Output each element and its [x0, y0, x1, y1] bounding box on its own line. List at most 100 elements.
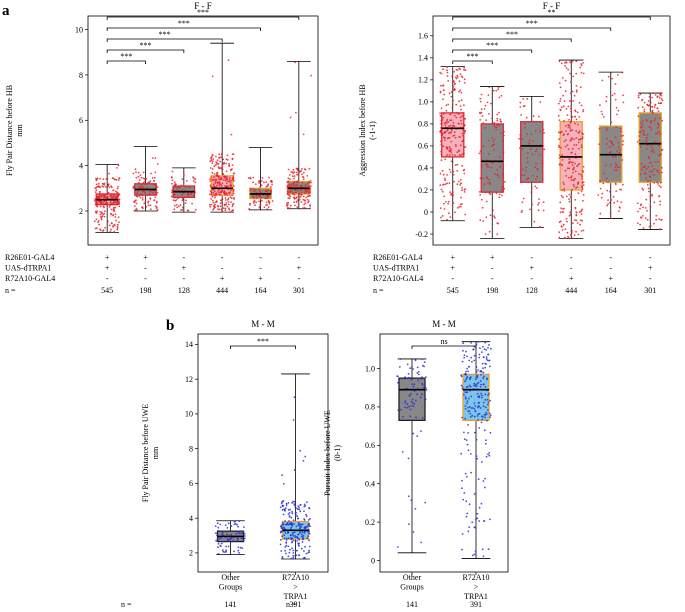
data-point [648, 125, 650, 128]
data-point [136, 209, 138, 211]
data-point [463, 431, 465, 434]
data-point [289, 178, 291, 181]
data-point [539, 101, 542, 103]
data-point [648, 225, 651, 228]
data-points [209, 59, 236, 214]
data-point [561, 211, 564, 213]
data-point [287, 531, 289, 534]
data-point [452, 85, 455, 88]
data-point [644, 217, 647, 220]
data-point [487, 409, 489, 411]
data-point [170, 195, 173, 198]
data-point [582, 72, 585, 75]
data-point [469, 453, 472, 455]
data-point [572, 183, 575, 186]
data-point [289, 204, 292, 207]
data-point [475, 385, 478, 388]
data-point [575, 90, 578, 93]
data-point [175, 204, 178, 206]
data-point [404, 377, 406, 380]
data-point [215, 155, 217, 158]
data-point [602, 116, 605, 118]
data-point [226, 154, 229, 157]
data-point [298, 506, 300, 509]
data-point [226, 194, 228, 197]
significance-label: *** [257, 337, 269, 346]
data-point [142, 177, 145, 180]
data-point [615, 190, 618, 193]
data-point [474, 518, 477, 521]
data-point [484, 442, 487, 445]
genotype-row-label: R72A10-GAL4 [373, 274, 423, 283]
data-point [291, 541, 294, 543]
data-point [107, 197, 110, 200]
bracket-line [452, 38, 572, 42]
data-point [464, 213, 467, 216]
data-point [304, 186, 307, 188]
data-point [579, 137, 582, 140]
data-point [227, 522, 230, 525]
genotype-mark: - [530, 253, 533, 262]
y-axis-unit: (-1-1) [368, 121, 377, 140]
data-point [443, 93, 446, 96]
data-point [582, 229, 585, 232]
data-point [154, 171, 157, 174]
data-point [217, 175, 220, 178]
data-point [219, 160, 222, 163]
data-point [113, 193, 116, 196]
data-point [255, 197, 258, 200]
genotype-row-label: UAS-dTRPA1 [373, 264, 419, 273]
data-point [302, 198, 305, 201]
data-point [501, 186, 503, 189]
data-point [440, 84, 442, 87]
data-point [413, 390, 416, 392]
data-point [488, 344, 490, 346]
data-point [653, 119, 656, 122]
data-point [486, 419, 488, 422]
data-point [647, 166, 650, 168]
plot-frame [87, 15, 319, 246]
bracket-line [106, 38, 223, 42]
data-point [109, 230, 112, 233]
data-point [291, 524, 294, 527]
data-point [227, 197, 230, 200]
data-point [569, 107, 572, 110]
data-point [607, 203, 609, 205]
data-point [292, 555, 295, 557]
data-point [249, 203, 251, 206]
data-point [102, 213, 105, 216]
data-point [460, 487, 463, 490]
data-point [443, 202, 445, 205]
data-point [254, 188, 257, 191]
data-point [497, 222, 500, 225]
data-point [484, 416, 486, 419]
data-point [409, 415, 412, 418]
data-point [569, 100, 571, 102]
data-point [398, 366, 401, 368]
data-point [622, 140, 625, 143]
data-point [171, 191, 173, 194]
data-point [440, 188, 443, 191]
data-point [455, 68, 458, 71]
box-group [286, 60, 312, 210]
data-point [470, 342, 472, 344]
data-point [442, 173, 445, 176]
data-point [293, 500, 296, 503]
data-point [458, 113, 460, 115]
genotype-mark: + [529, 264, 534, 273]
data-point [461, 360, 464, 363]
genotype-mark: + [648, 264, 653, 273]
data-point [449, 154, 451, 156]
data-point [185, 185, 188, 188]
data-point [485, 413, 488, 415]
data-point [266, 185, 269, 188]
data-point [480, 164, 483, 167]
sample-size: 198 [486, 286, 498, 295]
data-point [622, 183, 624, 186]
data-point [441, 133, 444, 136]
data-point [488, 454, 491, 457]
data-point [653, 222, 655, 225]
data-point [451, 106, 454, 109]
data-point [268, 176, 270, 179]
data-point [459, 178, 462, 181]
